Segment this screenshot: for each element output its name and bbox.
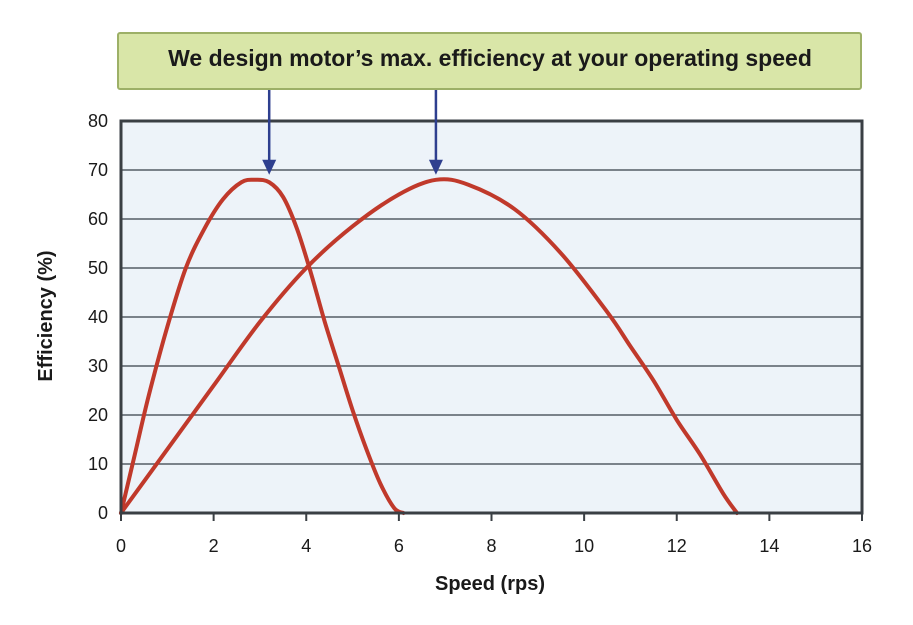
annotation-banner <box>117 32 862 90</box>
annotation-arrow-head <box>428 159 443 175</box>
y-tick-label: 20 <box>88 405 108 425</box>
x-tick-label: 16 <box>852 536 872 556</box>
y-tick-label: 40 <box>88 307 108 327</box>
y-tick-label: 60 <box>88 209 108 229</box>
x-tick-label: 8 <box>486 536 496 556</box>
x-tick-label: 6 <box>394 536 404 556</box>
series-line-2 <box>119 177 739 515</box>
x-tick-label: 10 <box>574 536 594 556</box>
y-tick-label: 70 <box>88 160 108 180</box>
x-tick-label: 0 <box>116 536 126 556</box>
x-axis-title: Speed (rps) <box>435 573 545 595</box>
y-tick-label: 10 <box>88 454 108 474</box>
y-tick-label: 80 <box>88 111 108 131</box>
y-axis-title: Efficiency (%) <box>35 250 57 381</box>
annotation-arrow-head <box>262 159 277 175</box>
x-tick-label: 2 <box>209 536 219 556</box>
x-tick-label: 12 <box>667 536 687 556</box>
x-tick-label: 4 <box>301 536 311 556</box>
annotation-text: We design motor’s max. efficiency at you… <box>168 45 812 71</box>
y-tick-label: 50 <box>88 258 108 278</box>
y-tick-label: 0 <box>98 503 108 523</box>
series-line-1 <box>119 177 406 515</box>
y-tick-label: 30 <box>88 356 108 376</box>
x-tick-label: 14 <box>759 536 779 556</box>
